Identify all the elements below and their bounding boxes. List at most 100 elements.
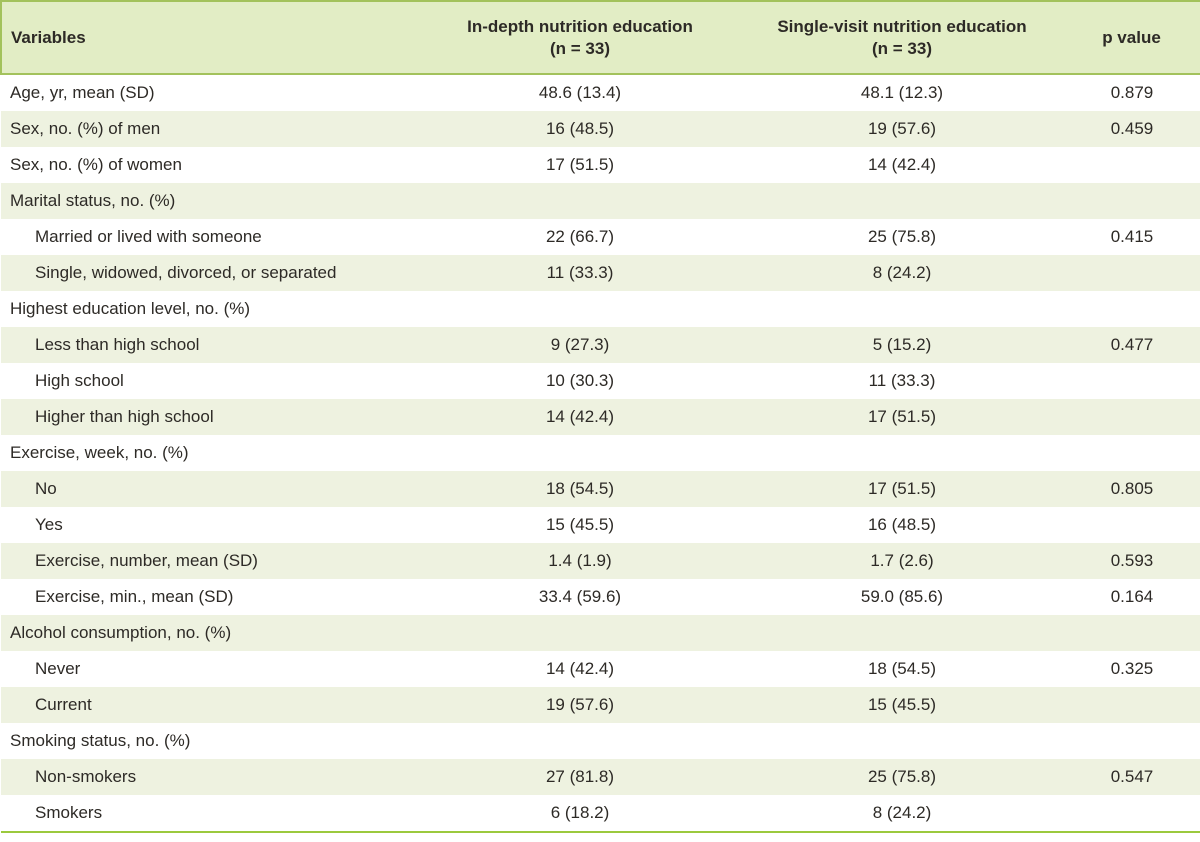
column-header-variables: Variables bbox=[0, 0, 419, 75]
table-row: Sex, no. (%) of women 17 (51.5) 14 (42.4… bbox=[1, 147, 1200, 183]
table-row: Higher than high school 14 (42.4) 17 (51… bbox=[1, 399, 1200, 435]
variable-cell: Current bbox=[35, 695, 92, 714]
p-value-cell: 0.547 bbox=[1110, 767, 1154, 786]
single-visit-value-cell: 14 (42.4) bbox=[867, 155, 937, 174]
p-value-cell: 0.805 bbox=[1110, 479, 1154, 498]
indepth-value-cell: 15 (45.5) bbox=[545, 515, 615, 534]
p-value-cell: 0.477 bbox=[1110, 335, 1154, 354]
p-value-cell: 0.325 bbox=[1110, 659, 1154, 678]
indepth-value-cell bbox=[419, 291, 741, 327]
table-row: Exercise, number, mean (SD) 1.4 (1.9) 1.… bbox=[1, 543, 1200, 579]
variable-cell: Marital status, no. (%) bbox=[10, 191, 176, 210]
indepth-value-cell: 14 (42.4) bbox=[545, 407, 615, 426]
variable-cell: Married or lived with someone bbox=[35, 227, 262, 246]
p-value-cell: 0.415 bbox=[1110, 227, 1154, 246]
column-header-single-visit-title: Single-visit nutrition education bbox=[777, 17, 1027, 37]
indepth-value-cell: 17 (51.5) bbox=[545, 155, 615, 174]
single-visit-value-cell: 19 (57.6) bbox=[867, 119, 937, 138]
p-value-cell: 0.593 bbox=[1110, 551, 1154, 570]
variable-cell: Single, widowed, divorced, or separated bbox=[35, 263, 337, 282]
p-value-cell: 0.164 bbox=[1110, 587, 1154, 606]
single-visit-value-cell: 25 (75.8) bbox=[867, 767, 937, 786]
single-visit-value-cell: 48.1 (12.3) bbox=[860, 83, 944, 102]
single-visit-value-cell bbox=[741, 723, 1063, 759]
single-visit-value-cell bbox=[741, 183, 1063, 219]
indepth-value-cell: 6 (18.2) bbox=[550, 803, 610, 822]
p-value-cell bbox=[1063, 399, 1200, 435]
header-row: Variables In-depth nutrition education (… bbox=[0, 0, 1200, 75]
single-visit-value-cell: 18 (54.5) bbox=[867, 659, 937, 678]
p-value-cell: 0.879 bbox=[1110, 83, 1154, 102]
single-visit-value-cell: 25 (75.8) bbox=[867, 227, 937, 246]
table-row: Exercise, week, no. (%) bbox=[1, 435, 1200, 471]
indepth-value-cell: 16 (48.5) bbox=[545, 119, 615, 138]
p-value-cell bbox=[1063, 507, 1200, 543]
variable-cell: Less than high school bbox=[35, 335, 200, 354]
variable-cell: Exercise, number, mean (SD) bbox=[35, 551, 258, 570]
indepth-value-cell: 48.6 (13.4) bbox=[538, 83, 622, 102]
variable-cell: Age, yr, mean (SD) bbox=[10, 83, 155, 102]
single-visit-value-cell: 8 (24.2) bbox=[872, 803, 932, 822]
table-row: Smokers 6 (18.2) 8 (24.2) bbox=[1, 795, 1200, 832]
column-header-single-visit: Single-visit nutrition education (n = 33… bbox=[741, 0, 1063, 75]
indepth-value-cell: 9 (27.3) bbox=[550, 335, 610, 354]
variable-cell: Yes bbox=[35, 515, 63, 534]
indepth-value-cell bbox=[419, 435, 741, 471]
indepth-value-cell: 18 (54.5) bbox=[545, 479, 615, 498]
indepth-value-cell: 14 (42.4) bbox=[545, 659, 615, 678]
table-row: Marital status, no. (%) bbox=[1, 183, 1200, 219]
single-visit-value-cell bbox=[741, 435, 1063, 471]
variable-cell: Smokers bbox=[35, 803, 103, 822]
table-row: High school 10 (30.3) 11 (33.3) bbox=[1, 363, 1200, 399]
p-value-cell bbox=[1063, 255, 1200, 291]
p-value-cell bbox=[1063, 435, 1200, 471]
single-visit-value-cell: 16 (48.5) bbox=[867, 515, 937, 534]
table-row: Alcohol consumption, no. (%) bbox=[1, 615, 1200, 651]
table-body: Age, yr, mean (SD) 48.6 (13.4) 48.1 (12.… bbox=[1, 74, 1200, 832]
indepth-value-cell: 19 (57.6) bbox=[545, 695, 615, 714]
column-header-indepth-n: (n = 33) bbox=[550, 38, 610, 58]
p-value-cell bbox=[1063, 291, 1200, 327]
column-header-p-value: p value bbox=[1063, 0, 1200, 75]
variable-cell: Exercise, week, no. (%) bbox=[10, 443, 189, 462]
table-row: Current 19 (57.6) 15 (45.5) bbox=[1, 687, 1200, 723]
table-row: Never 14 (42.4) 18 (54.5) 0.325 bbox=[1, 651, 1200, 687]
indepth-value-cell: 11 (33.3) bbox=[546, 263, 614, 282]
single-visit-value-cell: 17 (51.5) bbox=[867, 407, 937, 426]
single-visit-value-cell: 17 (51.5) bbox=[867, 479, 937, 498]
single-visit-value-cell: 5 (15.2) bbox=[872, 335, 932, 354]
variable-cell: Never bbox=[35, 659, 81, 678]
variable-cell: Smoking status, no. (%) bbox=[10, 731, 191, 750]
p-value-cell: 0.459 bbox=[1110, 119, 1154, 138]
single-visit-value-cell: 11 (33.3) bbox=[868, 371, 936, 390]
indepth-value-cell: 33.4 (59.6) bbox=[538, 587, 622, 606]
p-value-cell bbox=[1063, 615, 1200, 651]
variable-cell: Higher than high school bbox=[35, 407, 214, 426]
indepth-value-cell: 22 (66.7) bbox=[545, 227, 615, 246]
p-value-cell bbox=[1063, 687, 1200, 723]
variable-cell: Non-smokers bbox=[35, 767, 137, 786]
table-row: Married or lived with someone 22 (66.7) … bbox=[1, 219, 1200, 255]
table-row: Non-smokers 27 (81.8) 25 (75.8) 0.547 bbox=[1, 759, 1200, 795]
p-value-cell bbox=[1063, 363, 1200, 399]
table-header: Variables In-depth nutrition education (… bbox=[0, 0, 1200, 75]
indepth-value-cell bbox=[419, 183, 741, 219]
p-value-cell bbox=[1063, 147, 1200, 183]
indepth-value-cell bbox=[419, 615, 741, 651]
variable-cell: Exercise, min., mean (SD) bbox=[35, 587, 234, 606]
single-visit-value-cell: 1.7 (2.6) bbox=[870, 551, 934, 570]
variable-cell: Sex, no. (%) of women bbox=[10, 155, 182, 174]
p-value-cell bbox=[1063, 723, 1200, 759]
table-row: Less than high school 9 (27.3) 5 (15.2) … bbox=[1, 327, 1200, 363]
p-value-cell bbox=[1063, 795, 1200, 832]
single-visit-value-cell: 15 (45.5) bbox=[867, 695, 937, 714]
table-row: Exercise, min., mean (SD) 33.4 (59.6) 59… bbox=[1, 579, 1200, 615]
variable-cell: No bbox=[35, 479, 57, 498]
single-visit-value-cell: 8 (24.2) bbox=[872, 263, 932, 282]
column-header-single-visit-n: (n = 33) bbox=[872, 38, 932, 58]
single-visit-value-cell: 59.0 (85.6) bbox=[860, 587, 944, 606]
column-header-indepth: In-depth nutrition education (n = 33) bbox=[419, 0, 741, 75]
variable-cell: Sex, no. (%) of men bbox=[10, 119, 161, 138]
p-value-cell bbox=[1063, 183, 1200, 219]
